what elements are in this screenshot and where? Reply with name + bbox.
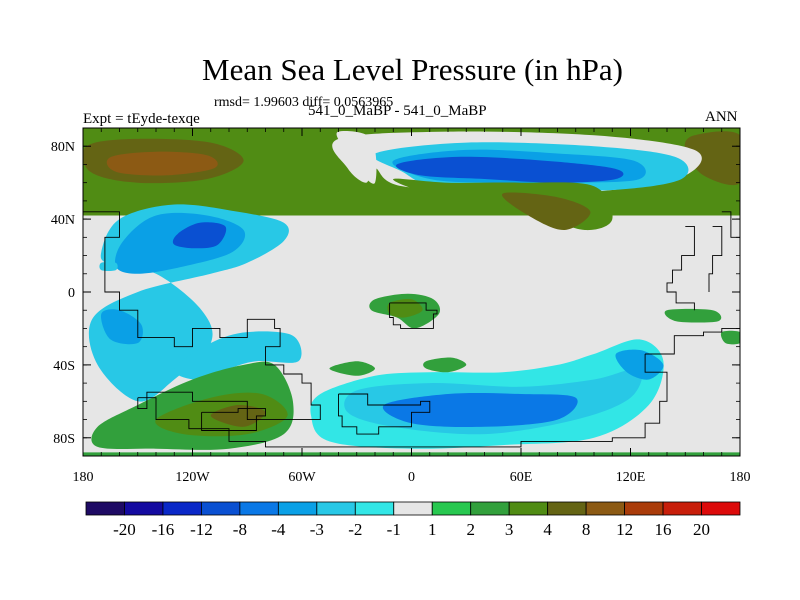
- region-tropical-high-core: [387, 298, 423, 318]
- x-tick-label: 120E: [616, 470, 646, 485]
- region-east-high-sliver: [664, 308, 722, 323]
- coastline-island-h: [338, 393, 431, 435]
- colorbar-swatch: [201, 501, 241, 516]
- colorbar-label: 3: [505, 520, 514, 539]
- colorbar-swatch: [354, 501, 395, 516]
- colorbar-swatch: [547, 501, 587, 516]
- colorbar-label: 8: [582, 520, 591, 539]
- colorbar-swatch: [316, 501, 356, 516]
- region-arctic-low-core: [395, 156, 624, 183]
- y-tick-label: 40S: [53, 359, 75, 374]
- experiment-label: Expt = tEyde-texqe: [83, 111, 200, 127]
- region-southern-ocean-low-core: [382, 393, 578, 428]
- colorbar-label: 1: [428, 520, 437, 539]
- colorbar-swatch: [508, 501, 549, 516]
- colorbar-label: -1: [387, 520, 401, 539]
- colorbar-swatch: [701, 501, 741, 516]
- region-mid-atlantic-high-patch: [423, 357, 467, 373]
- y-tick-label: 0: [68, 286, 75, 301]
- region-south-pacific-low-patch: [100, 309, 143, 345]
- colorbar-label: -16: [152, 520, 175, 539]
- region-south-pacific-high-peak: [210, 404, 266, 427]
- x-tick-label: 0: [408, 470, 415, 485]
- coastline-island-g: [389, 302, 438, 329]
- colorbar: -20 -16 -12 -8 -4 -3 -2 -1 1 2 3 4 8 12 16 20: [85, 501, 741, 539]
- x-tick-label: 60W: [288, 470, 316, 485]
- region-south-american-low-arm: [174, 331, 302, 380]
- colorbar-label: -20: [113, 520, 136, 539]
- region-greenland-low-spur: [336, 131, 377, 184]
- coastline-island-i: [201, 408, 266, 431]
- y-tick-label: 40N: [51, 213, 75, 228]
- region-northwest-pacific-high-peak: [106, 151, 218, 176]
- colorbar-label: -8: [233, 520, 247, 539]
- colorbar-label: -3: [310, 520, 324, 539]
- coastline-continent-f: [721, 211, 740, 247]
- colorbar-label: 16: [655, 520, 672, 539]
- colorbar-label: -12: [190, 520, 213, 539]
- x-axis: 180 120W 60W 0 60E 120E 180: [73, 128, 751, 485]
- colorbar-label: 2: [466, 520, 475, 539]
- region-east-pacific-low-core: [172, 222, 227, 249]
- x-tick-label: 180: [730, 470, 751, 485]
- coastline-continent-c: [645, 327, 740, 355]
- colorbar-label: -4: [271, 520, 286, 539]
- coastline-continent-e: [708, 225, 723, 292]
- y-axis: 80N 40N 0 40S 80S: [51, 127, 740, 457]
- y-tick-label: 80N: [51, 140, 75, 155]
- colorbar-swatch: [585, 501, 625, 516]
- stats-text: rmsd= 1.99603 diff= 0.0563965: [214, 95, 394, 110]
- coastline-continent-a: [83, 211, 321, 421]
- season-label: ANN: [705, 109, 738, 125]
- colorbar-swatch: [239, 501, 279, 516]
- colorbar-label: 12: [616, 520, 633, 539]
- region-far-east-high: [684, 131, 740, 186]
- colorbar-swatch: [124, 501, 164, 516]
- colorbar-swatch: [431, 501, 472, 516]
- region-north-pacific-low-sliver: [99, 261, 118, 271]
- coastline-continent-b: [137, 354, 668, 448]
- colorbar-label: 20: [693, 520, 710, 539]
- colorbar-swatch: [624, 501, 664, 516]
- colorbar-label: 4: [543, 520, 552, 539]
- x-tick-label: 120W: [175, 470, 210, 485]
- colorbar-swatch: [393, 501, 433, 516]
- region-atlantic-high-patch: [329, 361, 375, 376]
- colorbar-swatch: [85, 501, 125, 516]
- y-tick-label: 80S: [53, 432, 75, 447]
- x-tick-label: 180: [73, 470, 94, 485]
- region-north-atlantic-high-core: [501, 192, 591, 231]
- region-far-east-high-sliver: [720, 330, 740, 345]
- colorbar-swatch: [277, 501, 318, 516]
- coastlines: [83, 211, 740, 448]
- coastline-continent-d: [666, 225, 695, 311]
- x-tick-label: 60E: [510, 470, 533, 485]
- chart-title: Mean Sea Level Pressure (in hPa): [202, 52, 623, 87]
- comparison-label: 541_0_MaBP - 541_0_MaBP: [308, 103, 487, 119]
- colorbar-swatch: [470, 501, 510, 516]
- colorbar-swatch: [162, 501, 202, 516]
- colorbar-swatch: [662, 501, 702, 516]
- colorbar-label: -2: [348, 520, 362, 539]
- contour-fields: [83, 128, 740, 456]
